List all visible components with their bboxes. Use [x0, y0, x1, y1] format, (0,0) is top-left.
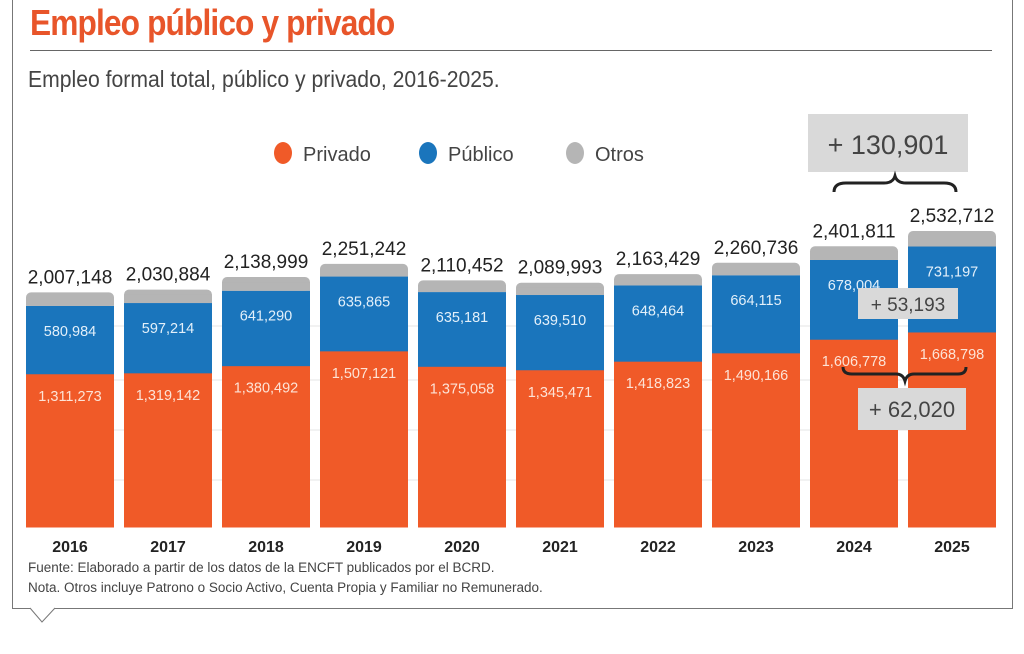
- bar-público-2023: [712, 275, 800, 354]
- label-publico-2016: 580,984: [44, 324, 96, 340]
- label-privado-2022: 1,418,823: [626, 376, 691, 392]
- bar-otros-2019-fill: [320, 268, 408, 277]
- bar-privado-2016: [26, 373, 114, 528]
- label-publico-2020: 635,181: [436, 310, 488, 326]
- bar-privado-2019: [320, 350, 408, 528]
- chart-title: Empleo público y privado: [30, 2, 395, 43]
- label-publico-2025: 731,197: [926, 265, 978, 281]
- bar-otros-2021-fill: [516, 287, 604, 296]
- label-total-2019: 2,251,242: [322, 239, 407, 260]
- bar-otros-2016-fill: [26, 297, 114, 306]
- label-privado-2021: 1,345,471: [528, 385, 593, 401]
- label-publico-2018: 641,290: [240, 309, 292, 325]
- bar-público-2020: [418, 292, 506, 367]
- label-total-2024: 2,401,811: [812, 221, 895, 242]
- bar-privado-2021: [516, 369, 604, 528]
- label-privado-2020: 1,375,058: [430, 381, 495, 397]
- x-tick-2021: 2021: [542, 539, 578, 556]
- legend-label-otros: Otros: [595, 144, 644, 166]
- label-total-2022: 2,163,429: [616, 249, 701, 270]
- bar-público-2018: [222, 290, 310, 367]
- label-total-2021: 2,089,993: [518, 258, 603, 279]
- label-publico-2023: 664,115: [730, 293, 781, 309]
- x-tick-2018: 2018: [248, 539, 284, 556]
- label-privado-2018: 1,380,492: [234, 381, 299, 397]
- bar-público-2017: [124, 303, 212, 374]
- legend-marker-otros: [566, 142, 584, 164]
- bar-otros-2017-fill: [124, 294, 212, 304]
- label-publico-2022: 648,464: [632, 303, 684, 319]
- x-tick-2024: 2024: [836, 539, 872, 556]
- bar-privado-2024: [810, 339, 898, 528]
- x-tick-2019: 2019: [346, 539, 382, 556]
- label-publico-2021: 639,510: [534, 313, 586, 329]
- bar-privado-2020: [418, 366, 506, 528]
- label-total-2018: 2,138,999: [224, 252, 309, 273]
- label-total-2020: 2,110,452: [420, 255, 503, 276]
- legend-marker-privado: [274, 142, 292, 164]
- label-privado-2023: 1,490,166: [724, 368, 789, 384]
- bar-otros-2024-fill: [810, 251, 898, 260]
- annotation-total-box: [808, 114, 968, 172]
- x-tick-2022: 2022: [640, 539, 676, 556]
- x-tick-2025: 2025: [934, 539, 970, 556]
- brace-private: [841, 366, 968, 387]
- bar-otros-2025-fill: [908, 236, 996, 247]
- legend-label-privado: Privado: [303, 144, 371, 166]
- label-publico-2019: 635,865: [338, 295, 390, 311]
- bar-público-2021: [516, 295, 604, 371]
- annotation-private-box: [858, 388, 966, 430]
- annotation-public-change: + 53,193: [871, 295, 946, 316]
- label-publico-2017: 597,214: [142, 321, 194, 337]
- x-tick-2016: 2016: [52, 539, 88, 556]
- chart-frame: [12, 0, 1013, 609]
- bar-otros-2018-fill: [222, 282, 310, 291]
- label-total-2025: 2,532,712: [910, 206, 995, 227]
- bar-público-2019: [320, 276, 408, 352]
- bar-privado-2017: [124, 372, 212, 528]
- bar-privado-2023: [712, 352, 800, 528]
- label-privado-2019: 1,507,121: [332, 366, 397, 382]
- bar-otros-2020-fill: [418, 285, 506, 293]
- bar-otros-2022-fill: [614, 279, 702, 286]
- brace-total: [832, 170, 958, 193]
- annotation-public-box: [858, 288, 958, 319]
- legend-label-público: Público: [448, 144, 514, 166]
- bar-público-2022: [614, 285, 702, 362]
- label-privado-2024: 1,606,778: [822, 354, 887, 370]
- label-privado-2017: 1,319,142: [136, 388, 201, 404]
- annotation-total-change: + 130,901: [828, 130, 949, 160]
- bar-privado-2022: [614, 361, 702, 528]
- footnote: Nota. Otros incluye Patrono o Socio Acti…: [28, 580, 543, 595]
- title-divider: [30, 50, 992, 51]
- chart-subtitle: Empleo formal total, público y privado, …: [28, 66, 500, 92]
- label-total-2023: 2,260,736: [714, 238, 799, 259]
- x-tick-2017: 2017: [150, 539, 186, 556]
- label-privado-2025: 1,668,798: [920, 347, 985, 363]
- label-total-2017: 2,030,884: [126, 265, 211, 286]
- source-note: Fuente: Elaborado a partir de los datos …: [28, 560, 495, 575]
- legend-marker-público: [419, 142, 437, 164]
- x-tick-2023: 2023: [738, 539, 774, 556]
- x-tick-2020: 2020: [444, 539, 480, 556]
- label-privado-2016: 1,311,273: [38, 389, 101, 405]
- bar-privado-2018: [222, 365, 310, 528]
- label-total-2016: 2,007,148: [28, 267, 113, 288]
- callout-pointer: [29, 607, 56, 623]
- bar-público-2016: [26, 305, 114, 375]
- bar-otros-2023-fill: [712, 267, 800, 276]
- annotation-private-change: + 62,020: [869, 397, 955, 422]
